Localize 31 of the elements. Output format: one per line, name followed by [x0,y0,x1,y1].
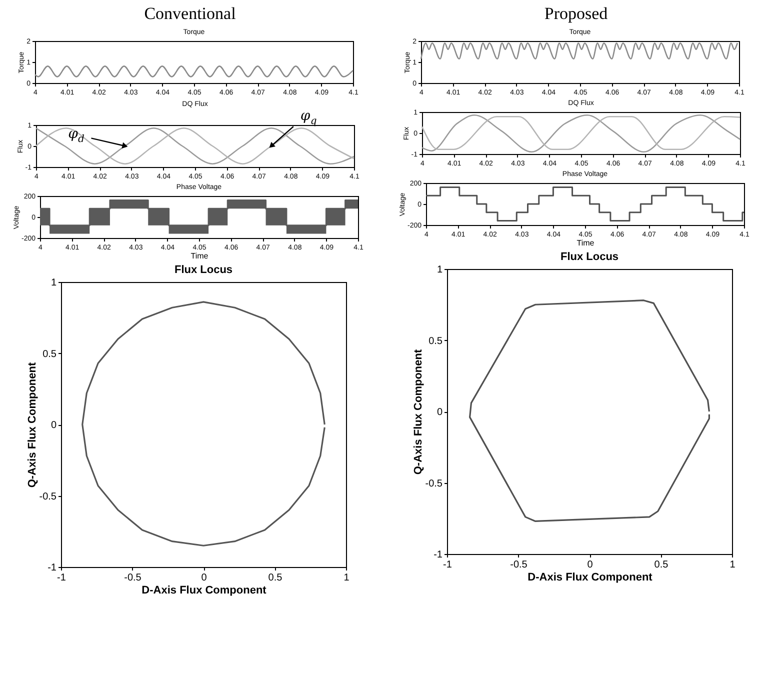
y-tick-label: -0.5 [39,491,57,502]
y-tick-label: 0 [436,407,443,418]
y-tick-label: 1 [50,278,57,288]
line-series [469,300,710,522]
text: Proposed [544,4,608,24]
line-series [34,66,354,78]
x-axis-title: D-Axis Flux Component [528,572,653,584]
y-axis-title: Q-Axis Flux Component [26,362,38,488]
x-tick-label: 1 [730,560,736,570]
x-axis-title: Time [576,238,595,248]
x-axis-title: Time [190,252,209,260]
x-tick-label: 0.5 [654,560,669,570]
x-tick-label: -0.5 [510,560,528,570]
x-axis-title: D-Axis Flux Component [142,584,267,596]
x-tick-label: -0.5 [124,572,142,584]
chart-title: Flux Locus [174,264,233,276]
x-tick-label: 1 [344,572,350,584]
x-tick-label: 0 [201,572,208,584]
y-tick-label: -0.5 [425,478,443,490]
y-tick-label: 0.5 [428,336,443,347]
y-tick-label: 0.5 [42,348,57,360]
x-tick-label: 0.5 [268,572,283,584]
y-tick-label: 1 [436,264,443,276]
text: Conventional [144,4,236,24]
y-tick-label: -1 [434,550,443,560]
line-series [82,301,326,546]
y-axis-title: Q-Axis Flux Component [412,349,424,475]
y-tick-label: 0 [50,420,57,431]
line-series [35,128,355,164]
chart-title: Flux Locus [560,251,619,263]
x-tick-label: 0 [587,560,594,570]
